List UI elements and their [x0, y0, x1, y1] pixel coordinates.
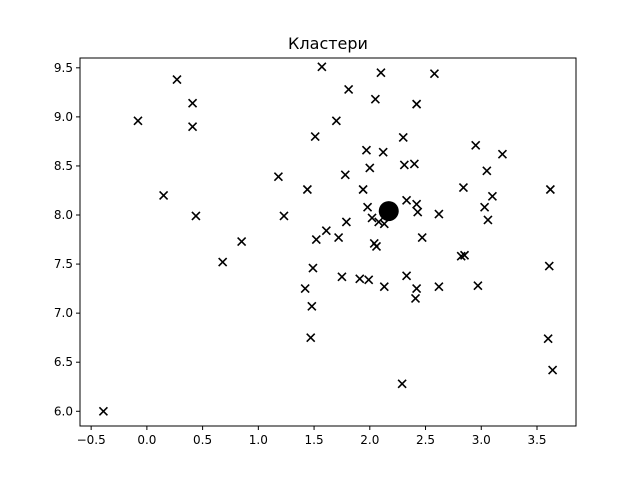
- scatter-point: [310, 131, 320, 142]
- scatter-point: [311, 234, 321, 245]
- scatter-point: [545, 184, 555, 195]
- scatter-point: [218, 257, 228, 267]
- scatter-point: [480, 202, 490, 212]
- y-tick-label: 8.5: [54, 159, 73, 173]
- x-tick-label: 0.0: [137, 433, 156, 447]
- y-tick-label: 7.0: [54, 306, 73, 320]
- scatter-point: [364, 275, 374, 285]
- data-points: [98, 62, 558, 416]
- y-axis-ticks: 6.0 6.5 7.0 7.5 8.0 8.5 9.0 9.5: [54, 61, 80, 418]
- chart-title: Кластери: [288, 34, 368, 53]
- scatter-point: [458, 182, 468, 193]
- scatter-point: [358, 184, 368, 195]
- scatter-point: [331, 116, 341, 126]
- scatter-point: [159, 190, 169, 200]
- x-tick-label: 1.0: [249, 433, 268, 447]
- scatter-point: [374, 217, 384, 227]
- scatter-point: [544, 261, 554, 271]
- scatter-point: [273, 172, 283, 182]
- scatter-point: [410, 293, 421, 303]
- scatter-point: [378, 147, 388, 157]
- scatter-point: [172, 75, 182, 85]
- scatter-point: [337, 272, 347, 282]
- scatter-point: [371, 241, 382, 251]
- scatter-point: [434, 282, 444, 292]
- x-tick-label: 3.0: [472, 433, 491, 447]
- scatter-point: [497, 149, 508, 159]
- scatter-point: [302, 184, 312, 195]
- scatter-point: [344, 84, 354, 94]
- scatter-point: [300, 284, 310, 294]
- scatter-point: [487, 191, 497, 201]
- scatter-point: [367, 213, 377, 223]
- y-tick-label: 6.5: [54, 355, 73, 369]
- scatter-point: [237, 236, 247, 247]
- scatter-point: [471, 140, 481, 150]
- x-axis-ticks: −0.5 0.0 0.5 1.0 1.5 2.0 2.5 3.0 3.5: [77, 426, 547, 447]
- scatter-point: [483, 215, 493, 225]
- y-tick-label: 9.0: [54, 110, 73, 124]
- scatter-point: [399, 160, 409, 170]
- scatter-point: [191, 211, 201, 221]
- cluster-centroid-point: [378, 201, 399, 222]
- scatter-point: [341, 217, 351, 227]
- scatter-point: [482, 166, 492, 176]
- y-tick-label: 6.0: [54, 404, 73, 418]
- scatter-point: [370, 94, 380, 104]
- y-tick-label: 7.5: [54, 257, 73, 271]
- x-tick-label: 0.5: [193, 433, 212, 447]
- scatter-point: [306, 333, 316, 343]
- scatter-point: [473, 281, 483, 291]
- x-tick-label: 2.5: [416, 433, 435, 447]
- scatter-point: [98, 406, 108, 416]
- scatter-point: [379, 282, 389, 292]
- x-tick-label: 3.5: [527, 433, 546, 447]
- scatter-point: [334, 233, 344, 243]
- scatter-point: [413, 207, 423, 217]
- x-tick-label: 2.0: [360, 433, 379, 447]
- scatter-point: [412, 99, 422, 109]
- scatter-point: [397, 379, 407, 389]
- plot-frame: [79, 57, 577, 427]
- scatter-point: [340, 170, 350, 180]
- scatter-point: [355, 274, 365, 284]
- scatter-point: [429, 69, 440, 79]
- scatter-point: [188, 122, 198, 132]
- x-tick-label: 1.5: [305, 433, 324, 447]
- scatter-point: [376, 68, 386, 78]
- scatter-point: [321, 226, 331, 236]
- scatter-point: [317, 62, 327, 72]
- y-tick-label: 9.5: [54, 61, 73, 75]
- scatter-point: [459, 250, 470, 260]
- scatter-point: [398, 132, 408, 143]
- scatter-point: [412, 284, 422, 294]
- scatter-point: [402, 195, 412, 205]
- scatter-point: [361, 145, 372, 155]
- scatter-point: [308, 263, 318, 273]
- scatter-point: [188, 98, 198, 108]
- scatter-point: [434, 209, 444, 219]
- y-tick-label: 8.0: [54, 208, 73, 222]
- scatter-point: [409, 159, 419, 169]
- scatter-point: [133, 116, 143, 126]
- scatter-point: [402, 271, 412, 281]
- scatter-point: [307, 301, 317, 311]
- scatter-point: [379, 219, 389, 229]
- scatter-point: [548, 365, 558, 375]
- scatter-point: [279, 211, 289, 221]
- scatter-point: [412, 199, 422, 209]
- scatter-point: [365, 163, 375, 173]
- scatter-point: [363, 202, 373, 212]
- x-tick-label: −0.5: [77, 433, 106, 447]
- scatter-point: [417, 233, 427, 243]
- scatter-point: [543, 334, 553, 344]
